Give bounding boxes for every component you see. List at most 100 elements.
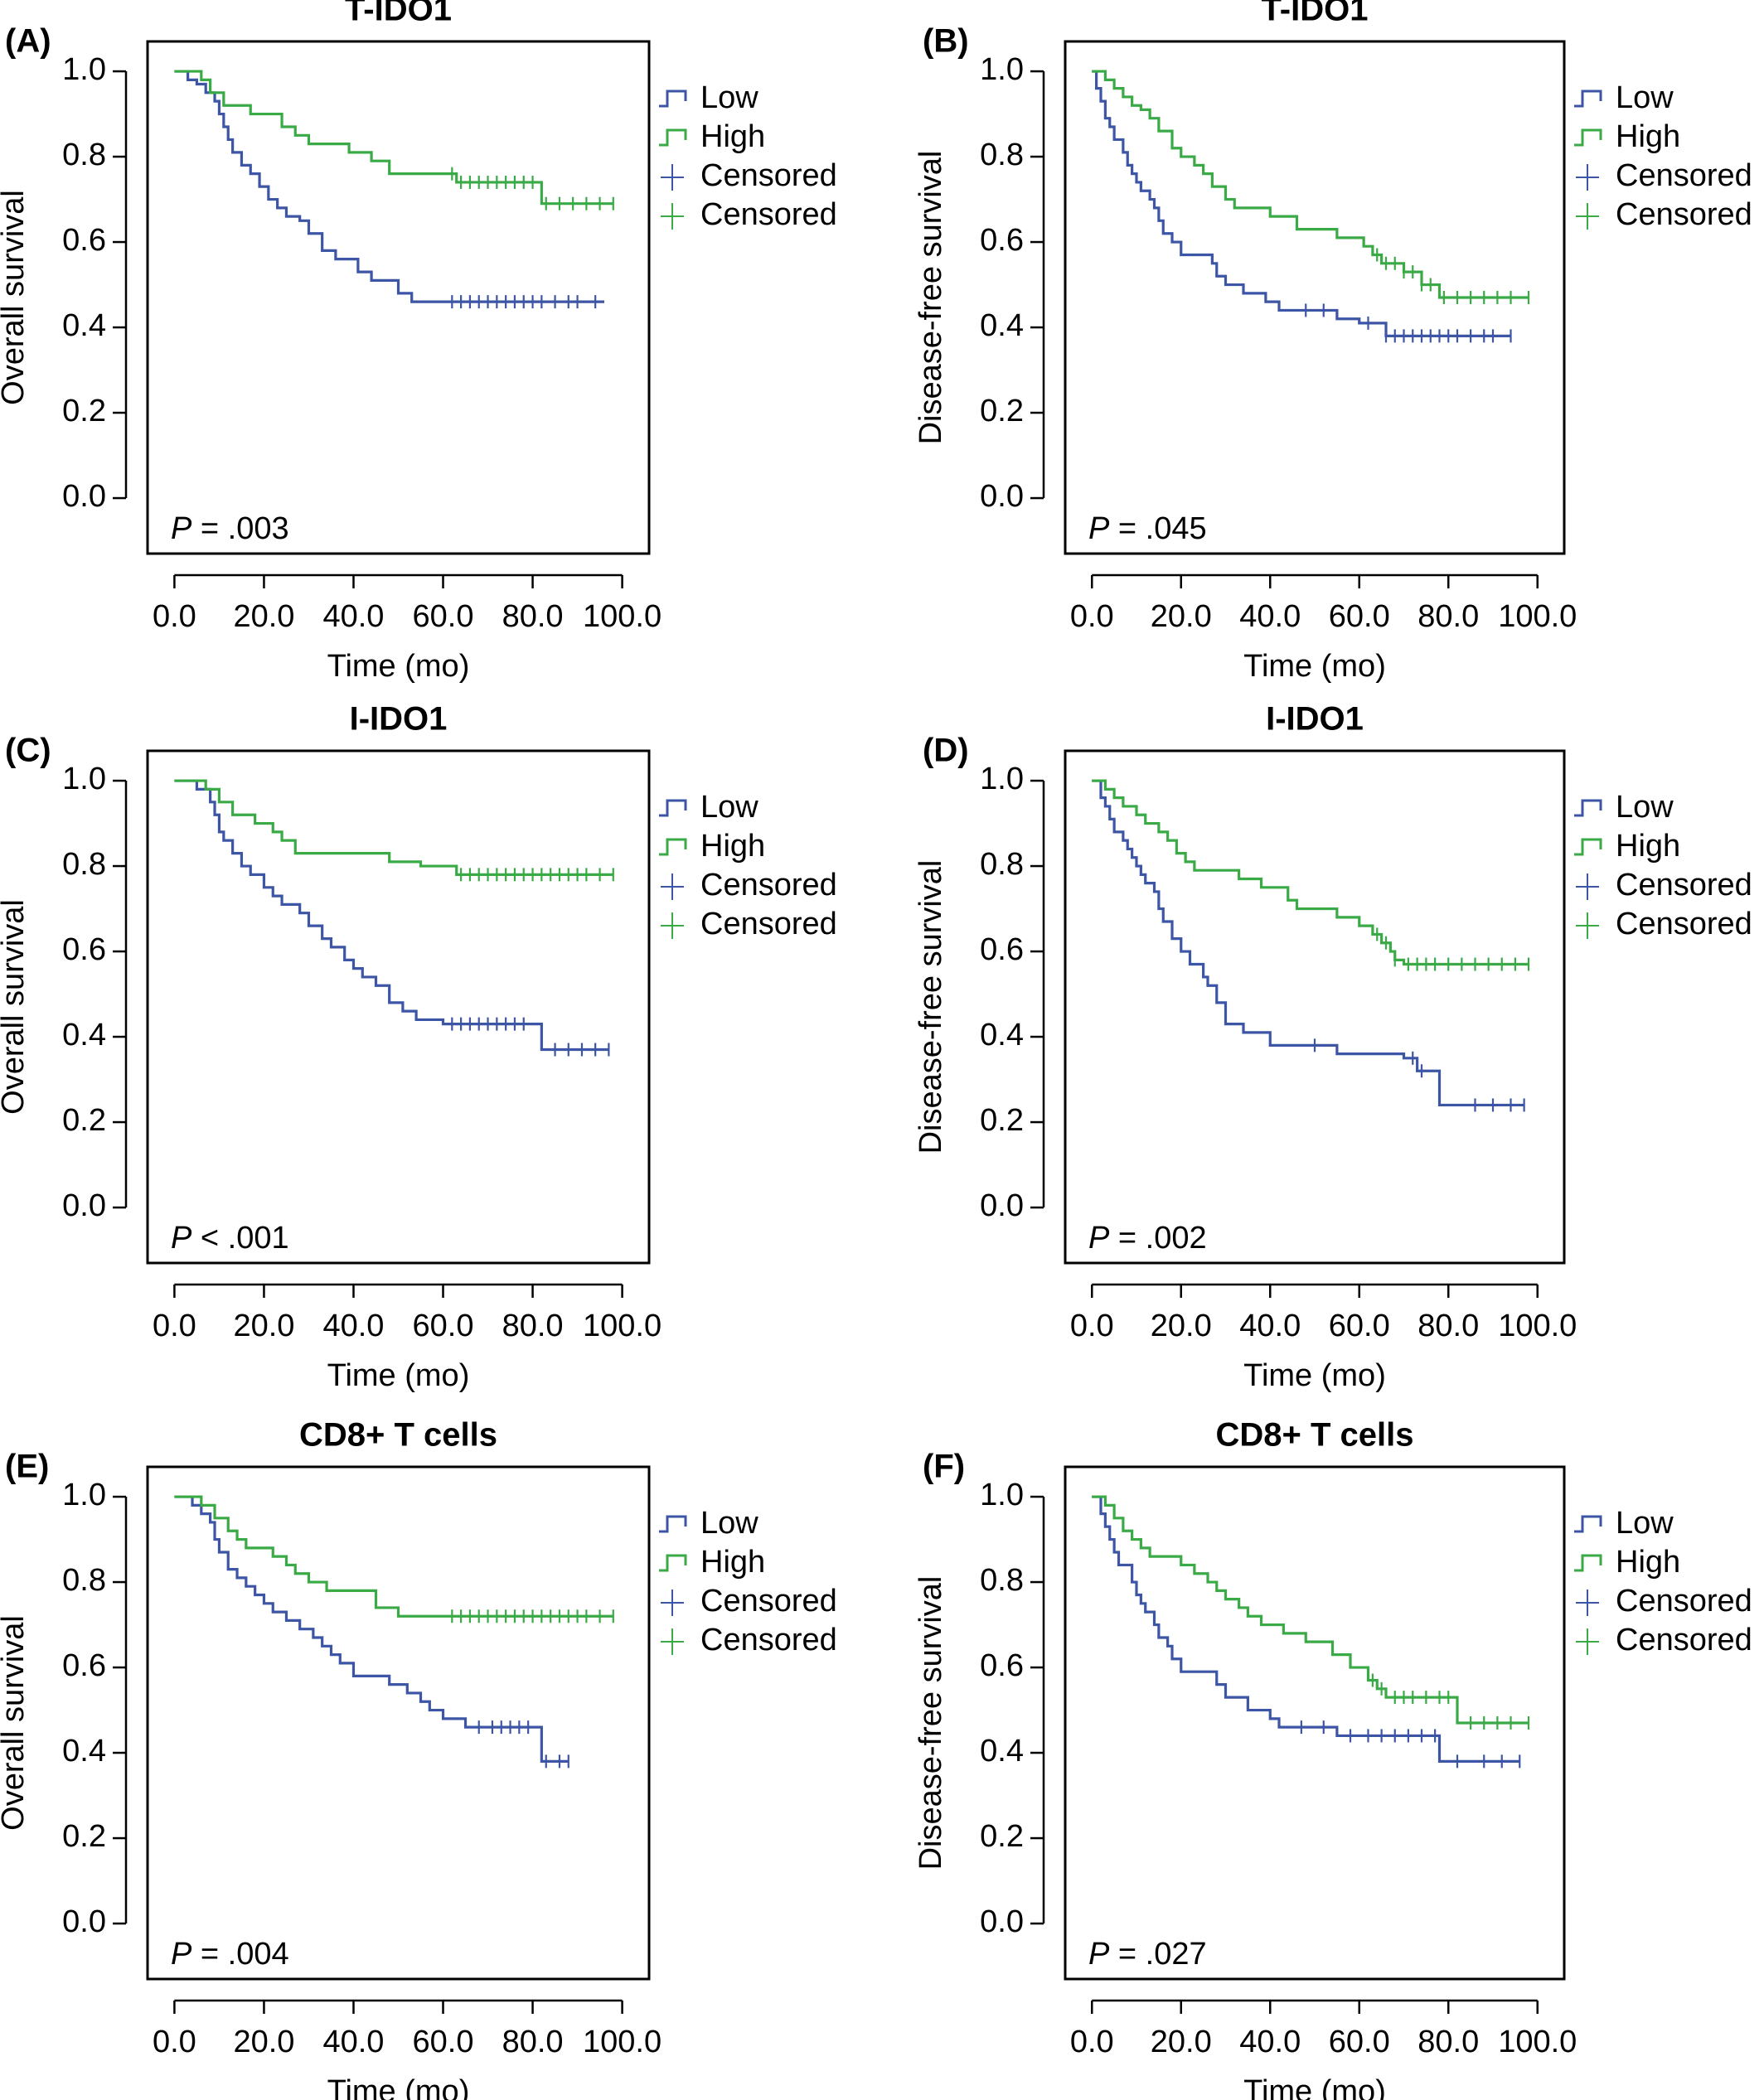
- y-tick-label: 0.6: [980, 1648, 1024, 1683]
- legend-label-censored: Censored: [1616, 1623, 1752, 1657]
- km-curve-high: [174, 779, 613, 876]
- legend-key-high: [1574, 838, 1602, 856]
- legend-label-censored: Censored: [700, 907, 837, 941]
- legend-label-low: Low: [700, 80, 758, 115]
- p-value: P = .045: [1088, 511, 1207, 546]
- panel-label: (B): [923, 23, 969, 60]
- y-tick-label: 0.8: [62, 847, 106, 882]
- y-tick-label: 0.6: [62, 1648, 106, 1683]
- plot-frame: [146, 749, 651, 1265]
- x-tick-label: 80.0: [502, 599, 564, 634]
- y-axis-label: Overall survival: [0, 190, 31, 405]
- legend-key-low: [1574, 1515, 1602, 1533]
- p-symbol: P: [171, 511, 192, 546]
- x-tick-label: 20.0: [1151, 2025, 1212, 2059]
- km-curve-low: [1092, 70, 1511, 337]
- km-curve-high: [1092, 779, 1529, 966]
- legend-label-censored: Censored: [700, 158, 837, 193]
- x-tick-label: 80.0: [502, 2025, 564, 2059]
- p-value: P = .004: [171, 1937, 289, 1972]
- y-tick-label: 0.4: [980, 1018, 1024, 1052]
- chart-title: CD8+ T cells: [1215, 1417, 1413, 1454]
- km-curve-low: [174, 1495, 569, 1763]
- p-symbol: P: [1088, 1937, 1110, 1972]
- p-value: P = .003: [171, 511, 289, 546]
- x-tick-label: 60.0: [413, 2025, 474, 2059]
- legend-label-censored: Censored: [700, 1584, 837, 1619]
- p-value: P < .001: [171, 1221, 289, 1256]
- panel-d: (D) I-IDO1 0.0 0.2 0.4 0.6 0.8 1.0 Disease-free …: [914, 701, 1752, 1393]
- chart-title: T-IDO1: [1262, 0, 1369, 28]
- x-tick-label: 60.0: [1329, 2025, 1390, 2059]
- p-value-text: < .001: [191, 1221, 288, 1256]
- x-tick-label: 60.0: [1329, 599, 1390, 634]
- legend-label-censored: Censored: [700, 868, 837, 902]
- x-tick-label: 0.0: [1070, 1309, 1114, 1343]
- x-tick-label: 0.0: [1070, 599, 1114, 634]
- x-tick-label: 20.0: [233, 1309, 294, 1343]
- panel-b: (B) T-IDO1 0.0 0.2 0.4 0.6 0.8 1.0 Disease-free …: [914, 0, 1752, 684]
- x-tick-label: 100.0: [583, 599, 662, 634]
- x-tick-label: 80.0: [1418, 599, 1479, 634]
- legend-key-high: [659, 838, 687, 856]
- plot-frame: [146, 40, 651, 555]
- y-tick-label: 0.4: [62, 1734, 106, 1769]
- legend-key-low: [659, 1515, 687, 1533]
- y-axis-label: Overall survival: [0, 1615, 31, 1831]
- y-tick-label: 1.0: [62, 1478, 106, 1512]
- legend-key-low: [1574, 90, 1602, 108]
- legend-label-high: High: [700, 1545, 765, 1580]
- p-value-text: = .045: [1109, 511, 1206, 546]
- y-axis-label: Disease-free survival: [914, 151, 948, 445]
- km-curve-high: [174, 70, 613, 206]
- panel-label: (C): [5, 733, 51, 769]
- x-tick-label: 0.0: [153, 2025, 196, 2059]
- y-tick-label: 1.0: [980, 762, 1024, 796]
- y-tick-label: 0.0: [980, 1188, 1024, 1223]
- legend-key-low: [1574, 799, 1602, 817]
- y-tick-label: 0.4: [980, 308, 1024, 343]
- legend-label-censored: Censored: [1616, 1584, 1752, 1619]
- x-tick-label: 60.0: [413, 1309, 474, 1343]
- legend-key-low: [659, 799, 687, 817]
- y-tick-label: 0.0: [980, 1904, 1024, 1939]
- legend-key-high: [1574, 128, 1602, 147]
- x-tick-label: 40.0: [1239, 599, 1301, 634]
- plot-frame: [1064, 40, 1566, 555]
- legend-label-high: High: [700, 119, 765, 154]
- y-tick-label: 0.2: [62, 1819, 106, 1854]
- km-curve-high: [1092, 1495, 1529, 1725]
- km-curve-low: [174, 779, 609, 1052]
- y-tick-label: 0.8: [62, 1563, 106, 1598]
- p-value-text: = .027: [1109, 1937, 1206, 1972]
- x-tick-label: 40.0: [322, 599, 384, 634]
- x-tick-label: 0.0: [153, 599, 196, 634]
- x-tick-label: 100.0: [1498, 2025, 1577, 2059]
- y-tick-label: 0.2: [980, 1819, 1024, 1854]
- y-tick-label: 1.0: [980, 52, 1024, 87]
- legend-label-low: Low: [1616, 1506, 1674, 1541]
- km-curve-low: [174, 70, 604, 303]
- chart-title: CD8+ T cells: [299, 1417, 497, 1454]
- x-axis-label: Time (mo): [327, 2074, 470, 2100]
- x-tick-label: 0.0: [1070, 2025, 1114, 2059]
- y-tick-label: 1.0: [62, 762, 106, 796]
- y-tick-label: 0.2: [62, 1103, 106, 1138]
- plot-frame: [1064, 749, 1566, 1265]
- legend-label-low: Low: [700, 790, 758, 825]
- x-tick-label: 60.0: [413, 599, 474, 634]
- y-tick-label: 0.0: [62, 479, 106, 514]
- x-tick-label: 100.0: [1498, 599, 1577, 634]
- legend-label-high: High: [1616, 1545, 1680, 1580]
- y-tick-label: 0.8: [980, 847, 1024, 882]
- chart-title: I-IDO1: [350, 701, 448, 738]
- km-curve-high: [174, 1495, 613, 1618]
- y-tick-label: 1.0: [62, 52, 106, 87]
- p-value-text: = .004: [191, 1937, 288, 1972]
- p-value: P = .002: [1088, 1221, 1207, 1256]
- y-tick-label: 0.6: [62, 223, 106, 258]
- y-tick-label: 0.2: [980, 394, 1024, 428]
- panel-e: (E) CD8+ T cells 0.0 0.2 0.4 0.6 0.8 1.0 Overall…: [0, 1417, 837, 2100]
- x-tick-label: 40.0: [1239, 2025, 1301, 2059]
- p-symbol: P: [171, 1937, 192, 1972]
